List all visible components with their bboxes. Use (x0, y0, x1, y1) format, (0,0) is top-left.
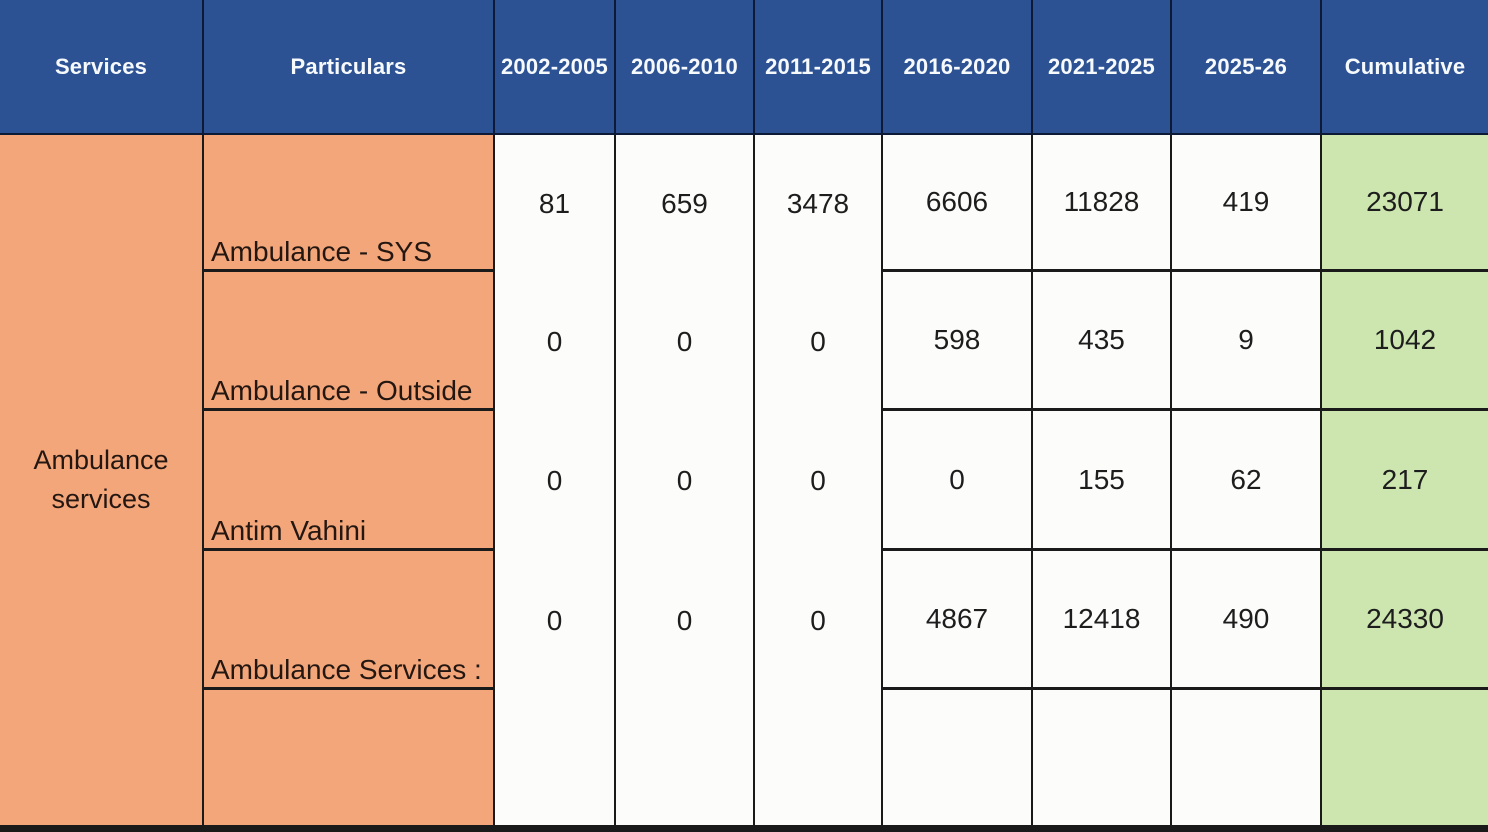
table-body: Ambulance services Ambulance - SYS 81 659 3… (0, 135, 1488, 825)
header-cell-2011-2015: 2011-2015 (755, 0, 883, 133)
header-cell-2025-26: 2025-26 (1172, 0, 1322, 133)
table-bottom-border (0, 825, 1488, 832)
value-cell: 155 (1033, 411, 1172, 551)
header-cell-services: Services (0, 0, 204, 133)
value-cell: 0 (616, 551, 755, 690)
value-cell (883, 690, 1033, 825)
table-header-row: Services Particulars 2002-2005 2006-2010 201… (0, 0, 1488, 135)
value-cell: 0 (616, 272, 755, 411)
value-cell: 0 (616, 411, 755, 551)
header-cell-cumulative: Cumulative (1344, 53, 1466, 79)
value-cell: 0 (755, 411, 883, 551)
value-cell: 0 (495, 411, 616, 551)
particular-cell: Ambulance Services : (204, 551, 495, 690)
value-cell: 6606 (883, 135, 1033, 272)
cumulative-cell: 1042 (1322, 272, 1488, 411)
value-cell (755, 690, 883, 825)
value-cell: 81 (495, 135, 616, 272)
particular-cell: Ambulance - Outside (204, 272, 495, 411)
value-cell: 0 (495, 272, 616, 411)
header-cell-2006-2010: 2006-2010 (616, 0, 755, 133)
particular-cell: Antim Vahini (204, 411, 495, 551)
value-cell: 0 (755, 272, 883, 411)
value-cell (616, 690, 755, 825)
cumulative-cell: 23071 (1322, 135, 1488, 272)
value-cell: 0 (883, 411, 1033, 551)
header-cell-2002-2005: 2002-2005 (495, 0, 616, 133)
value-cell: 598 (883, 272, 1033, 411)
value-cell: 0 (755, 551, 883, 690)
particular-cell (204, 690, 495, 825)
value-cell: 12418 (1033, 551, 1172, 690)
header-cell-2016-2020: 2016-2020 (883, 0, 1033, 133)
services-group-cell: Ambulance services (0, 135, 204, 825)
value-cell: 435 (1033, 272, 1172, 411)
cumulative-cell: 24330 (1322, 551, 1488, 690)
value-cell: 3478 (755, 135, 883, 272)
value-cell: 659 (616, 135, 755, 272)
header-cell-particulars: Particulars (204, 0, 495, 133)
value-cell: 4867 (883, 551, 1033, 690)
services-group-label: Ambulance services (33, 444, 169, 514)
value-cell (1172, 690, 1322, 825)
value-cell: 419 (1172, 135, 1322, 272)
value-cell: 0 (495, 551, 616, 690)
cumulative-cell (1322, 690, 1488, 825)
particular-cell: Ambulance - SYS (204, 135, 495, 272)
value-cell: 9 (1172, 272, 1322, 411)
value-cell: 62 (1172, 411, 1322, 551)
header-cell-2021-2025: 2021-2025 (1033, 0, 1172, 133)
value-cell (495, 690, 616, 825)
value-cell: 11828 (1033, 135, 1172, 272)
value-cell: 490 (1172, 551, 1322, 690)
value-cell (1033, 690, 1172, 825)
cumulative-cell: 217 (1322, 411, 1488, 551)
